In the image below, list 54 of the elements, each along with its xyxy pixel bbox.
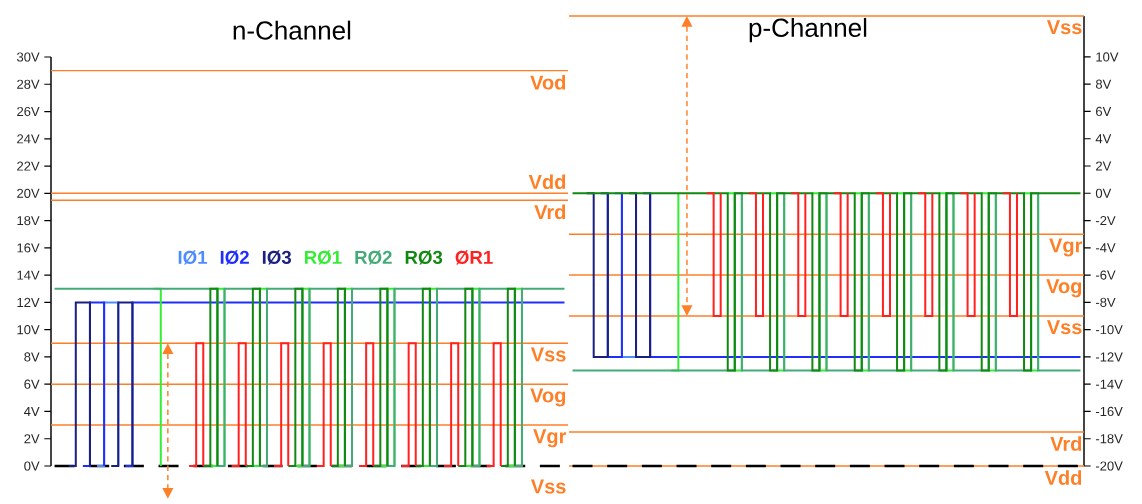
ref-line-label: Vss [1046,320,1082,335]
y-tick-label: 6V [24,379,40,389]
y-tick-label: 26V [17,106,40,117]
y-tick-label: -8V [1095,297,1116,307]
ref-line-label: Vss [1046,20,1082,35]
text: IØ1 [178,250,208,265]
series-label: RØ2 [355,250,392,265]
ref-line-label: Vdd [528,174,566,190]
ref-line-label: Vss [530,347,566,362]
y-tick-label: 0V [24,461,40,471]
y-tick-label: 30V [17,52,40,62]
y-tick-label: 12V [17,297,40,307]
y-tick-label: -10V [1095,325,1123,335]
text: IØ2 [220,250,249,265]
y-tick-label: -2V [1095,216,1116,226]
ref-line-label: Vgr [533,429,567,448]
y-tick-label: 8V [24,352,40,362]
ref-line-label: Vog [530,388,566,407]
ref-line-label: Vgr [1049,238,1083,257]
text: IØ3 [262,250,292,265]
ref-line-label: Vod [530,74,566,90]
y-tick-label: 4V [24,406,40,416]
y-tick-label: 2V [24,434,40,444]
y-tick-label: -14V [1095,379,1123,389]
y-tick-label: 28V [17,79,40,89]
y-tick-label: 10V [1096,52,1119,62]
ref-line-label: Vdd [1044,470,1082,485]
chart-title: n-Channel [233,20,351,40]
y-tick-label: 2V [1096,161,1112,171]
y-tick-label: -4V [1095,243,1116,253]
y-tick-label: 10V [17,325,40,335]
text: ØR1 [455,250,493,265]
y-tick-label: 16V [17,243,40,253]
y-tick-label: 24V [17,134,40,144]
series-label: RØ1 [304,250,342,265]
y-tick-label: -20V [1095,461,1123,471]
chart-title: p-Channel [749,17,867,43]
y-tick-label: 18V [17,216,40,226]
y-tick-label: 6V [1096,106,1112,117]
y-tick-label: 20V [17,188,40,198]
y-tick-label: 22V [17,161,40,171]
y-tick-label: -12V [1095,352,1123,362]
text: Vss [530,479,566,494]
ref-line-label: Vrd [1050,436,1082,451]
y-tick-label: 14V [17,270,40,280]
y-tick-label: -18V [1095,434,1123,444]
ref-line-label: Vog [1046,279,1082,298]
ref-line-label: Vrd [534,204,566,220]
y-tick-label: -16V [1095,406,1123,417]
y-tick-label: -6V [1095,270,1116,280]
y-tick-label: 0V [1095,188,1112,198]
series-label: RØ3 [405,250,443,265]
y-tick-label: 8V [1095,79,1112,89]
y-tick-label: 4V [1095,134,1112,144]
